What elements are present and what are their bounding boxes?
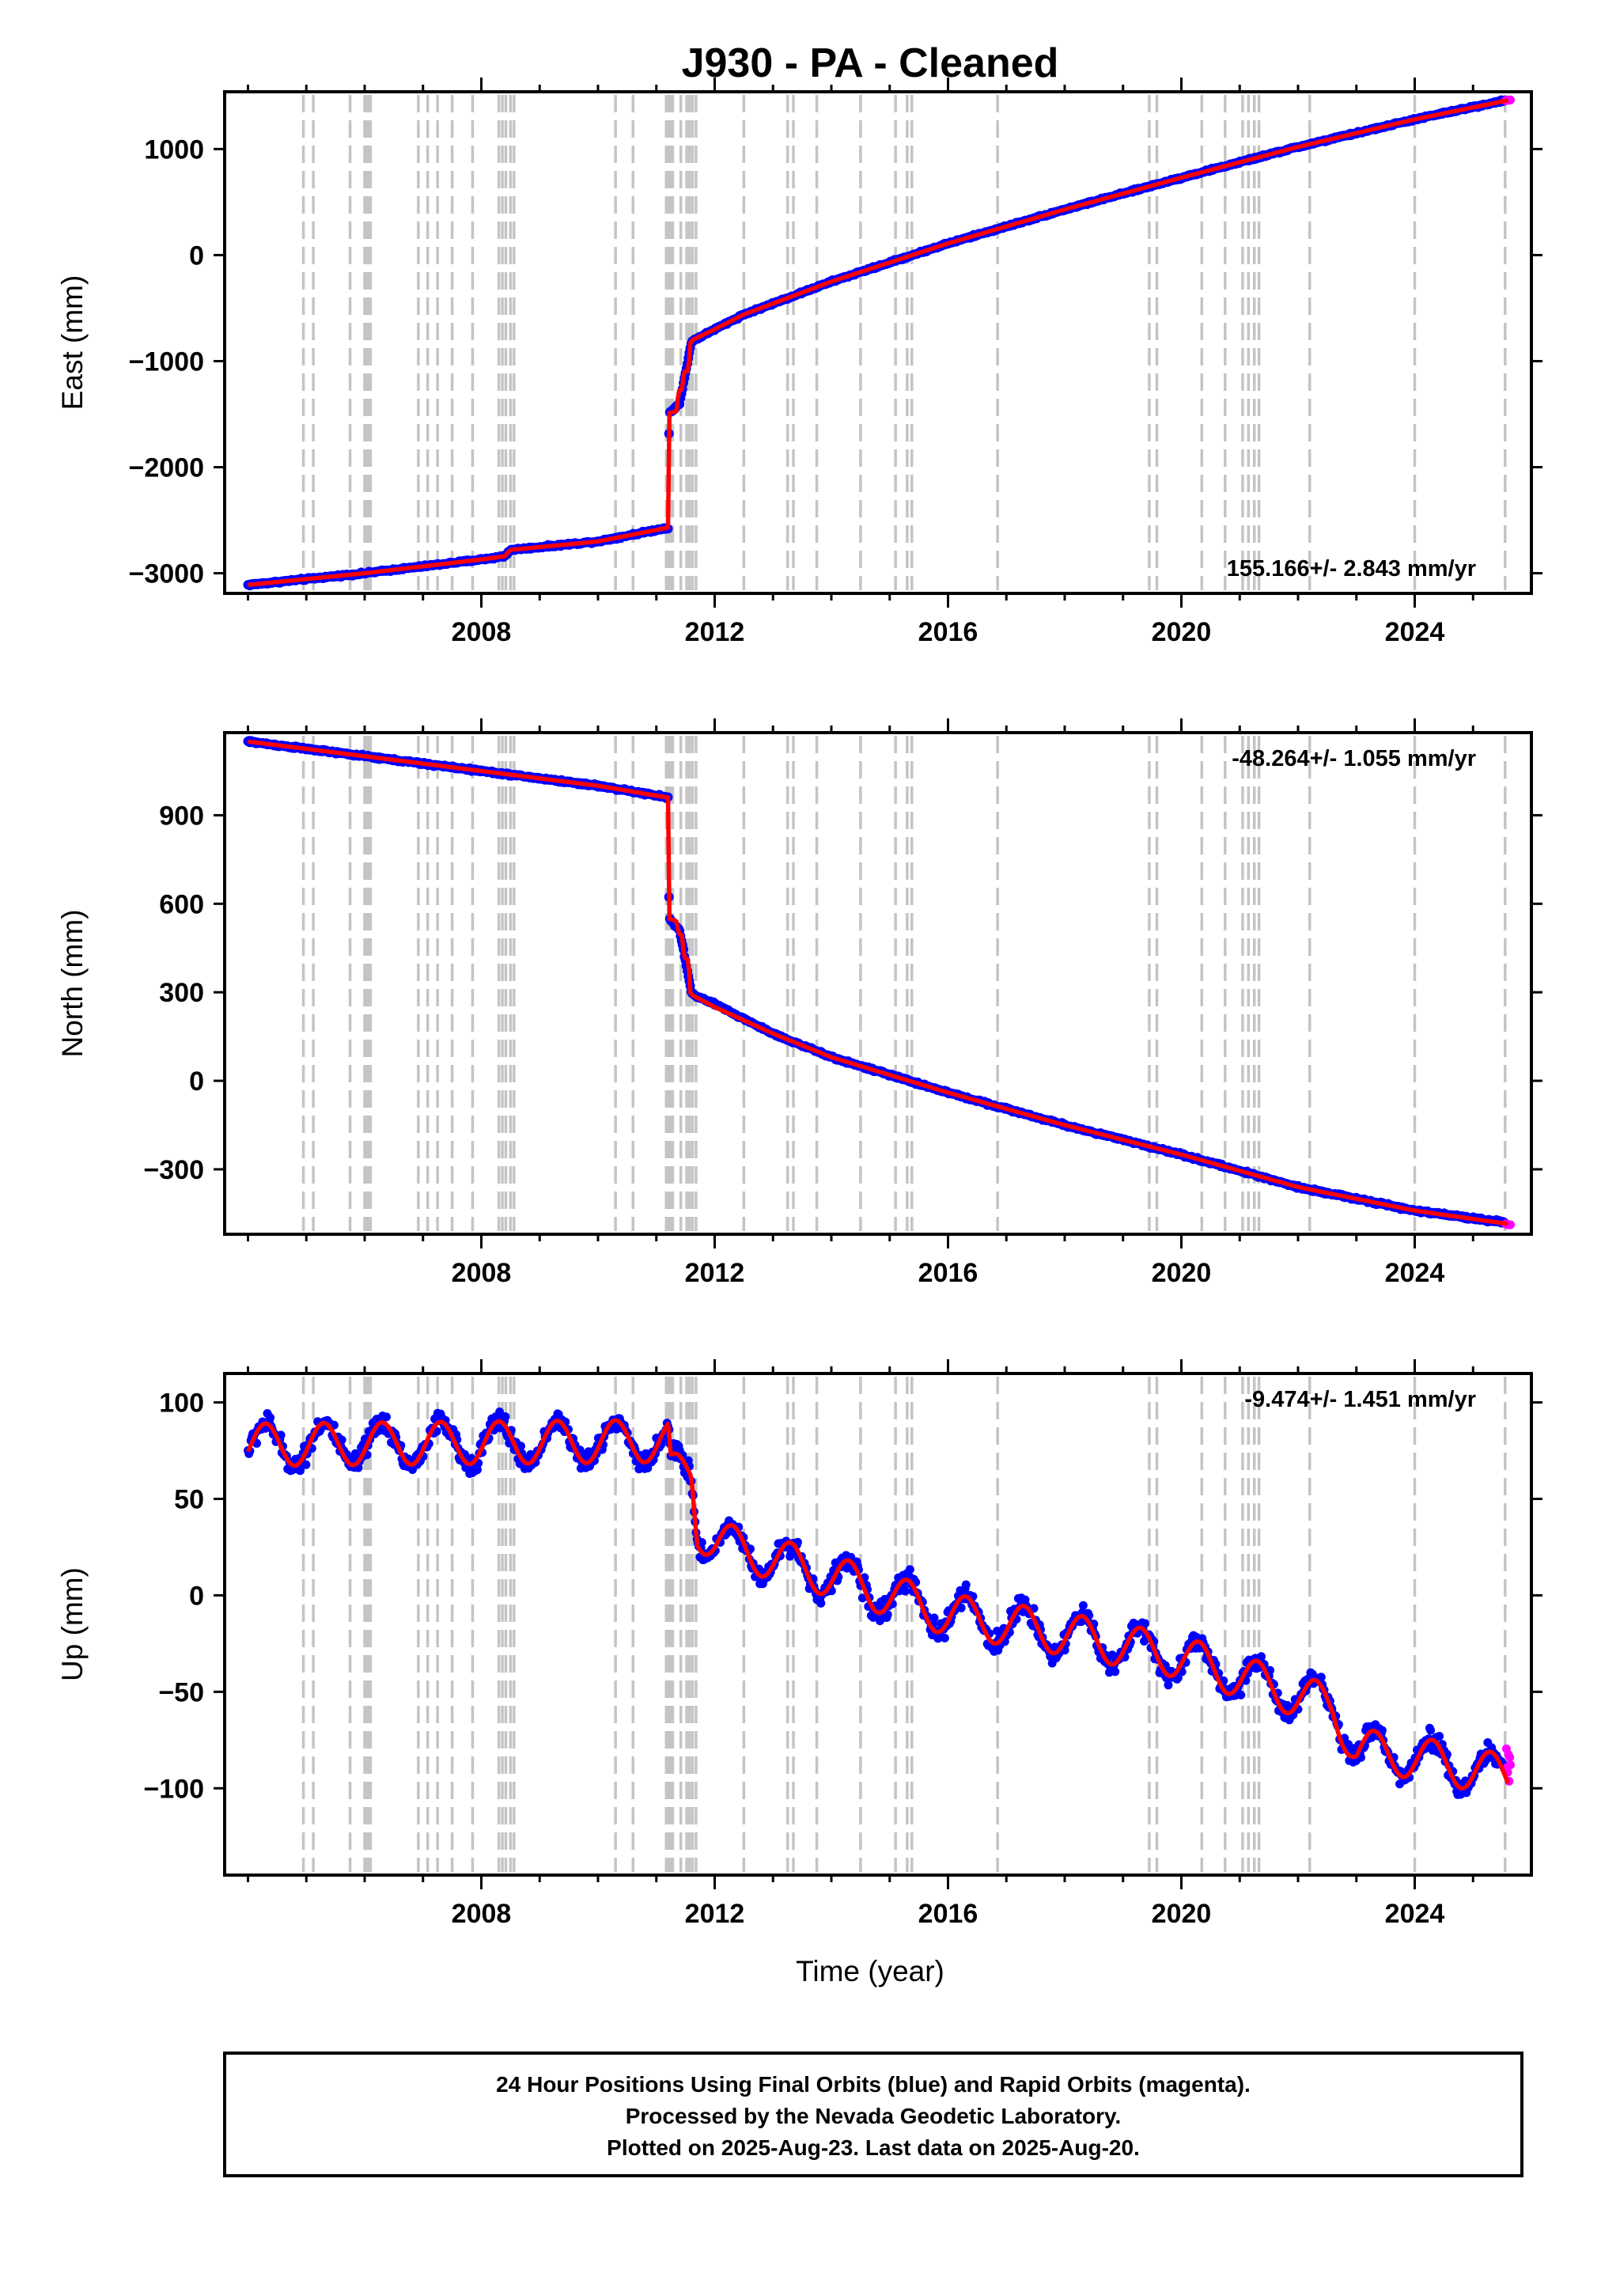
x-tick-label: 2016: [918, 1899, 978, 1929]
y-tick-label: 600: [159, 889, 204, 919]
final-orbit-point: [473, 1465, 482, 1475]
final-orbit-point: [697, 1538, 706, 1547]
plot-frame: [223, 731, 1533, 1236]
velocity-label: 155.166+/- 2.843 mm/yr: [1227, 556, 1476, 582]
plot-frame: [223, 90, 1533, 595]
y-tick-label: −2000: [129, 453, 205, 483]
x-tick-label: 2008: [452, 617, 512, 647]
east-panel: 2008 2012 2016 2020 2024 −3000 −2000 −1000 0 1000…: [56, 78, 1542, 647]
rapid-orbit-point: [1505, 1752, 1515, 1762]
up-panel: 2008 2012 2016 2020 2024 −100 −50 0 50 100 Up (mm)…: [56, 1359, 1542, 1929]
footer-line-2: Processed by the Nevada Geodetic Laborat…: [626, 2104, 1122, 2128]
final-orbit-point: [929, 1613, 939, 1623]
final-orbit-point: [1078, 1601, 1088, 1610]
rapid-orbit-point: [1506, 1220, 1515, 1229]
y-axis-label: Up (mm): [56, 1567, 89, 1681]
x-axis-ticks: [247, 718, 1474, 1248]
final-orbit-point: [1164, 1680, 1173, 1690]
final-orbit-point: [900, 1586, 910, 1596]
y-tick-label: 0: [189, 1581, 204, 1611]
y-tick-label: −300: [143, 1155, 204, 1185]
x-tick-label: 2020: [1152, 1258, 1212, 1288]
final-orbit-point: [1111, 1667, 1120, 1677]
figure-title: J930 - PA - Cleaned: [682, 40, 1059, 86]
y-tick-label: 1000: [144, 135, 204, 165]
x-tick-label: 2020: [1152, 1899, 1212, 1929]
y-tick-label: −100: [143, 1774, 204, 1804]
x-axis-label: Time (year): [796, 1955, 944, 1987]
y-tick-label: 0: [189, 1067, 204, 1097]
final-orbit-point: [296, 1466, 305, 1476]
final-orbit-point: [905, 1565, 914, 1574]
final-orbit-point: [940, 1633, 949, 1642]
model-fit-line: [247, 739, 1509, 1226]
x-tick-label: 2008: [452, 1899, 512, 1929]
x-tick-label: 2012: [685, 1258, 745, 1288]
final-orbit-point: [816, 1598, 826, 1608]
x-tick-label: 2016: [918, 617, 978, 647]
plot-area: [244, 1408, 1515, 1799]
y-axis-ticks: [214, 813, 1542, 1171]
footer-line-1: 24 Hour Positions Using Final Orbits (bl…: [496, 2072, 1251, 2097]
footer-box: 24 Hour Positions Using Final Orbits (bl…: [223, 2052, 1523, 2177]
final-orbit-point: [501, 1412, 510, 1421]
final-orbit-point: [961, 1580, 971, 1589]
y-axis-label: East (mm): [56, 275, 89, 411]
y-tick-label: −3000: [129, 559, 205, 589]
final-orbit-point: [517, 1442, 525, 1451]
plot-area: [243, 736, 1515, 1229]
model-fit-line: [247, 98, 1509, 588]
x-tick-label: 2024: [1385, 617, 1445, 647]
y-tick-label: −1000: [129, 347, 205, 377]
rapid-orbit-point: [1506, 1760, 1515, 1770]
y-tick-label: 50: [174, 1485, 204, 1515]
x-tick-label: 2024: [1385, 1899, 1445, 1929]
x-tick-label: 2012: [685, 617, 745, 647]
velocity-label: -9.474+/- 1.451 mm/yr: [1244, 1387, 1476, 1412]
x-tick-label: 2024: [1385, 1258, 1445, 1288]
y-tick-label: 300: [159, 978, 204, 1008]
final-orbit-point: [1426, 1726, 1436, 1735]
y-tick-label: 900: [159, 801, 204, 831]
x-tick-label: 2008: [452, 1258, 512, 1288]
final-orbit-point: [301, 1460, 311, 1469]
x-axis-ticks: [247, 78, 1474, 608]
x-tick-label: 2020: [1152, 617, 1212, 647]
final-orbit-point: [382, 1412, 391, 1422]
x-tick-label: 2012: [685, 1899, 745, 1929]
final-orbit-point: [1435, 1732, 1444, 1741]
y-tick-label: −50: [158, 1677, 204, 1707]
velocity-label: -48.264+/- 1.055 mm/yr: [1232, 746, 1476, 771]
y-axis-ticks: [214, 147, 1542, 575]
x-tick-label: 2016: [918, 1258, 978, 1288]
plot-area: [243, 95, 1515, 591]
final-orbit-point: [266, 1413, 275, 1423]
final-orbit-point: [1236, 1690, 1246, 1699]
y-axis-label: North (mm): [56, 909, 89, 1057]
equipment-change-lines: [301, 736, 1507, 1231]
y-tick-label: 0: [189, 241, 204, 271]
y-tick-label: 100: [159, 1389, 204, 1419]
footer-line-3: Plotted on 2025-Aug-23. Last data on 202…: [607, 2135, 1140, 2160]
north-panel: 2008 2012 2016 2020 2024 −300 0 300 600 900 North …: [56, 718, 1542, 1288]
